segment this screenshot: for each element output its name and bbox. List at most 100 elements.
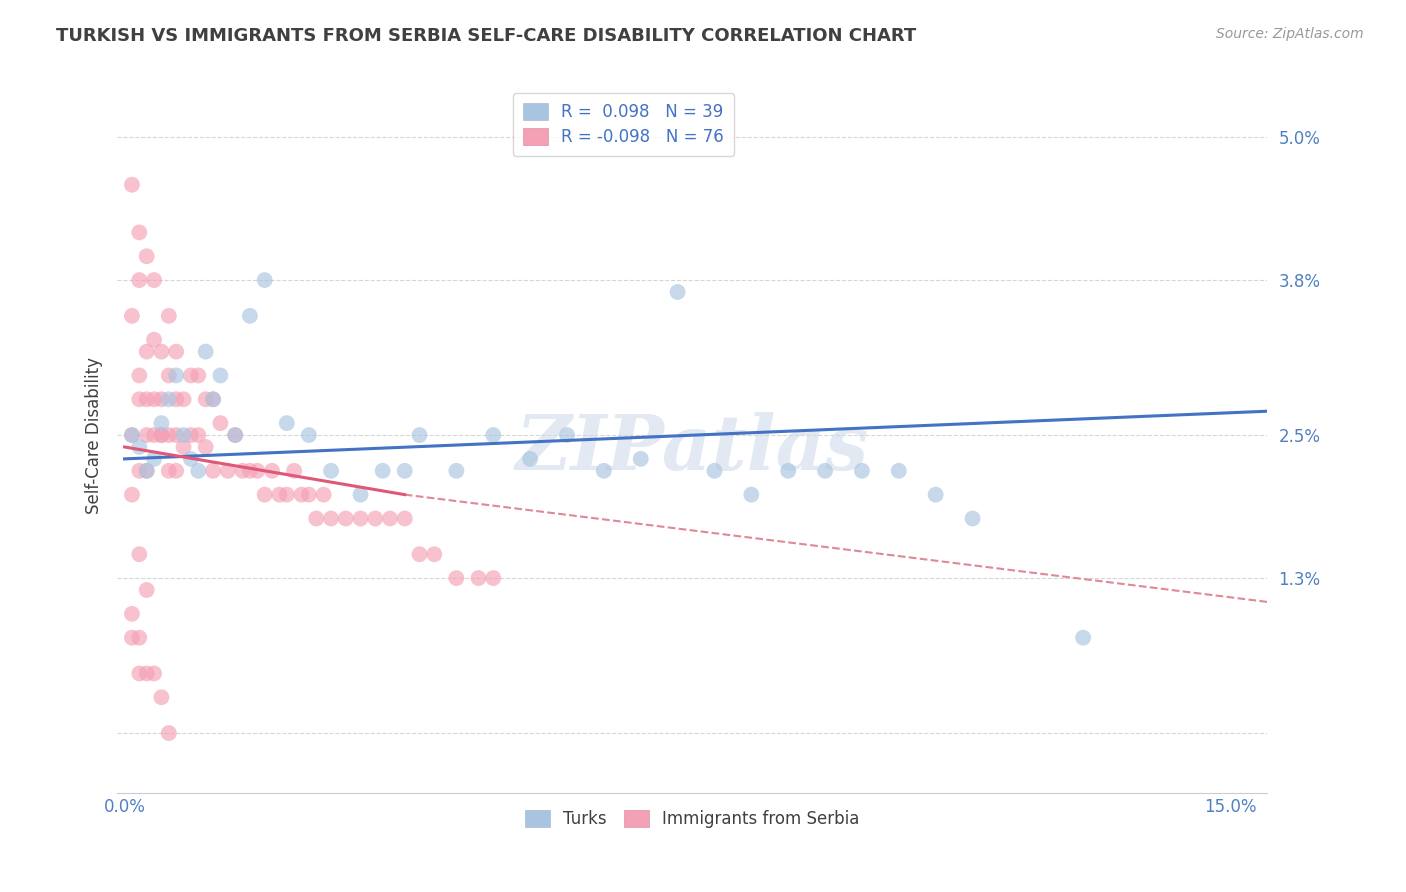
Point	[135, 428, 157, 442]
Point	[194, 344, 217, 359]
Point	[887, 464, 910, 478]
Point	[335, 511, 357, 525]
Point	[482, 428, 505, 442]
Point	[157, 392, 180, 407]
Point	[319, 464, 342, 478]
Point	[446, 571, 468, 585]
Point	[128, 226, 150, 240]
Point	[703, 464, 725, 478]
Point	[165, 464, 187, 478]
Point	[143, 392, 166, 407]
Point	[630, 451, 652, 466]
Point	[121, 631, 143, 645]
Point	[150, 416, 173, 430]
Point	[165, 344, 187, 359]
Y-axis label: Self-Care Disability: Self-Care Disability	[86, 357, 103, 514]
Point	[378, 511, 401, 525]
Point	[232, 464, 254, 478]
Point	[260, 464, 283, 478]
Point	[239, 464, 262, 478]
Point	[276, 416, 298, 430]
Point	[121, 428, 143, 442]
Point	[519, 451, 541, 466]
Point	[165, 392, 187, 407]
Point	[319, 511, 342, 525]
Point	[150, 392, 173, 407]
Point	[165, 428, 187, 442]
Point	[209, 368, 232, 383]
Point	[1071, 631, 1094, 645]
Text: ZIPatlas: ZIPatlas	[516, 412, 869, 486]
Point	[157, 726, 180, 740]
Point	[305, 511, 328, 525]
Point	[592, 464, 614, 478]
Point	[128, 392, 150, 407]
Point	[246, 464, 269, 478]
Point	[135, 666, 157, 681]
Point	[290, 488, 312, 502]
Point	[128, 666, 150, 681]
Point	[924, 488, 946, 502]
Point	[121, 309, 143, 323]
Point	[157, 368, 180, 383]
Point	[814, 464, 837, 478]
Point	[121, 488, 143, 502]
Point	[482, 571, 505, 585]
Point	[143, 451, 166, 466]
Point	[217, 464, 239, 478]
Point	[778, 464, 800, 478]
Point	[555, 428, 578, 442]
Point	[173, 440, 195, 454]
Point	[349, 488, 371, 502]
Point	[194, 440, 217, 454]
Point	[128, 273, 150, 287]
Point	[371, 464, 394, 478]
Point	[467, 571, 489, 585]
Point	[150, 428, 173, 442]
Point	[253, 273, 276, 287]
Point	[121, 178, 143, 192]
Point	[121, 428, 143, 442]
Point	[202, 392, 225, 407]
Point	[224, 428, 246, 442]
Point	[740, 488, 762, 502]
Point	[446, 464, 468, 478]
Point	[157, 428, 180, 442]
Point	[128, 440, 150, 454]
Point	[173, 428, 195, 442]
Point	[143, 666, 166, 681]
Point	[143, 333, 166, 347]
Point	[276, 488, 298, 502]
Point	[187, 428, 209, 442]
Point	[143, 428, 166, 442]
Point	[253, 488, 276, 502]
Point	[135, 344, 157, 359]
Point	[180, 428, 202, 442]
Point	[394, 511, 416, 525]
Point	[157, 309, 180, 323]
Point	[150, 344, 173, 359]
Point	[364, 511, 387, 525]
Point	[349, 511, 371, 525]
Point	[135, 582, 157, 597]
Point	[128, 464, 150, 478]
Point	[408, 547, 430, 561]
Point	[173, 392, 195, 407]
Text: TURKISH VS IMMIGRANTS FROM SERBIA SELF-CARE DISABILITY CORRELATION CHART: TURKISH VS IMMIGRANTS FROM SERBIA SELF-C…	[56, 27, 917, 45]
Point	[135, 464, 157, 478]
Point	[298, 488, 321, 502]
Point	[269, 488, 291, 502]
Point	[150, 690, 173, 705]
Point	[187, 464, 209, 478]
Legend: Turks, Immigrants from Serbia: Turks, Immigrants from Serbia	[519, 803, 866, 834]
Text: Source: ZipAtlas.com: Source: ZipAtlas.com	[1216, 27, 1364, 41]
Point	[962, 511, 984, 525]
Point	[239, 309, 262, 323]
Point	[128, 368, 150, 383]
Point	[851, 464, 873, 478]
Point	[312, 488, 335, 502]
Point	[423, 547, 446, 561]
Point	[224, 428, 246, 442]
Point	[202, 392, 225, 407]
Point	[666, 285, 689, 299]
